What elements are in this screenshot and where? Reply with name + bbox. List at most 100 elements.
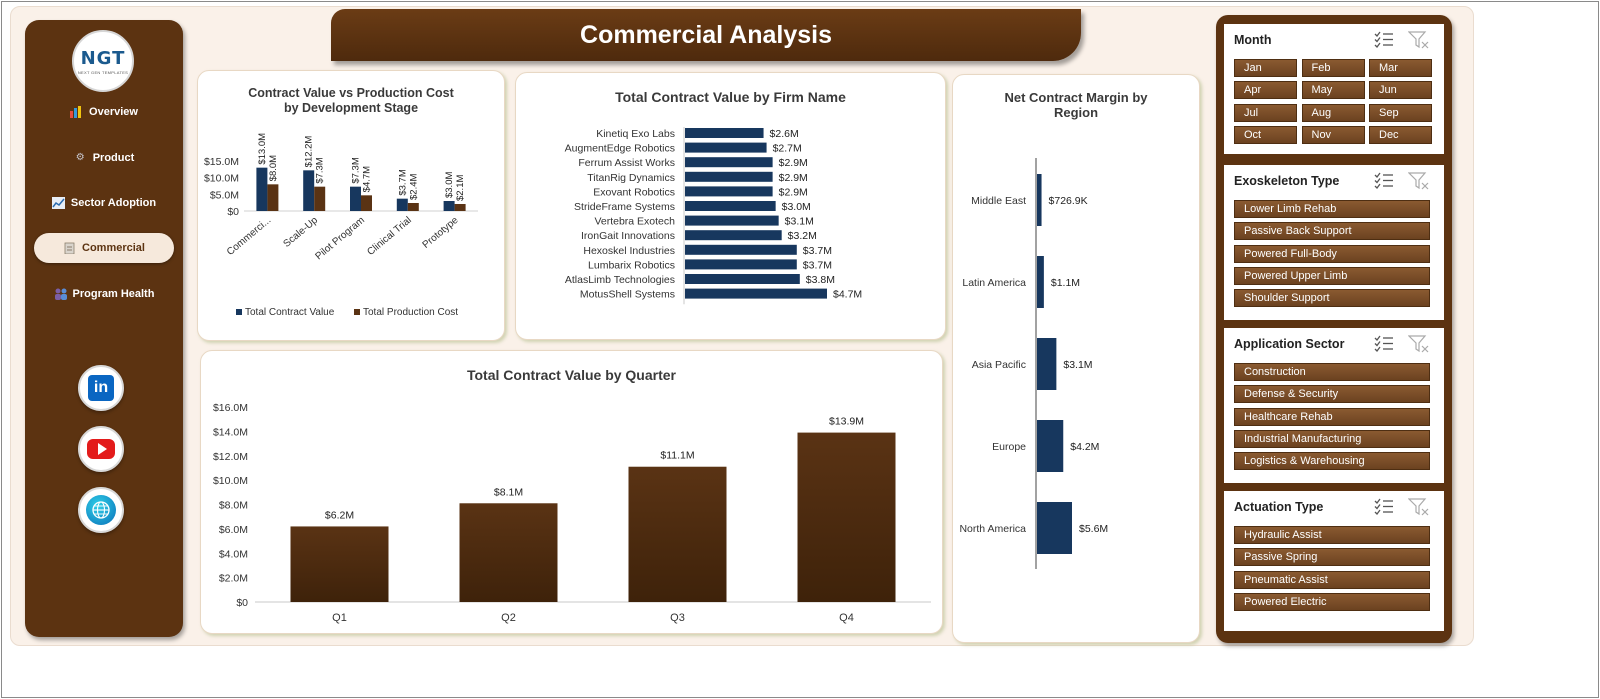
slicer-item[interactable]: Jul bbox=[1234, 103, 1297, 122]
stage-bar bbox=[303, 170, 315, 211]
firm-bar bbox=[685, 171, 773, 182]
y-tick-label: $10.0M bbox=[204, 173, 239, 185]
stage-chart-title: Contract Value vs Production Cost by Dev… bbox=[198, 86, 504, 116]
multi-select-icon[interactable] bbox=[1374, 497, 1396, 517]
region-category-label: Europe bbox=[992, 441, 1026, 453]
slicer-item[interactable]: Nov bbox=[1301, 125, 1365, 144]
slicer-item[interactable]: Aug bbox=[1301, 103, 1365, 122]
youtube-icon bbox=[87, 439, 115, 459]
nav-label: Sector Adoption bbox=[70, 197, 157, 209]
region-bar bbox=[1037, 502, 1072, 554]
legend-swatch-contract bbox=[236, 309, 242, 315]
firm-category-label: TitanRig Dynamics bbox=[587, 172, 675, 184]
slicer-item[interactable]: Construction bbox=[1234, 363, 1430, 381]
quarter-category-label: Q2 bbox=[501, 612, 516, 624]
region-category-label: Latin America bbox=[962, 277, 1026, 289]
stage-data-label: $7.3M bbox=[351, 157, 362, 183]
slicer-item[interactable]: Feb bbox=[1301, 59, 1365, 77]
people-icon bbox=[54, 288, 67, 300]
website-button[interactable] bbox=[78, 487, 124, 533]
y-tick-label: $0 bbox=[236, 597, 248, 609]
clear-filter-icon[interactable] bbox=[1407, 30, 1430, 50]
nav-item-sector-adoption[interactable]: Sector Adoption bbox=[34, 188, 174, 218]
slicer-item[interactable]: Powered Full-Body bbox=[1234, 244, 1430, 263]
stage-category-label: Prototype bbox=[421, 215, 461, 251]
slicer-item[interactable]: Industrial Manufacturing bbox=[1234, 429, 1430, 448]
region-data-label: $3.1M bbox=[1063, 359, 1092, 371]
clear-filter-icon[interactable] bbox=[1407, 497, 1430, 517]
region-data-label: $726.9K bbox=[1049, 195, 1088, 207]
stage-data-label: $3.7M bbox=[397, 169, 408, 195]
region-category-label: North America bbox=[959, 523, 1026, 535]
clear-filter-icon[interactable] bbox=[1407, 334, 1430, 354]
slicer-item[interactable]: Pneumatic Assist bbox=[1234, 570, 1430, 589]
slicer-item[interactable]: Hydraulic Assist bbox=[1234, 526, 1430, 544]
firm-chart: Kinetiq Exo Labs $2.6M AugmentEdge Robotic… bbox=[565, 127, 862, 305]
firm-data-label: $3.7M bbox=[803, 259, 832, 271]
page-title: Commercial Analysis bbox=[331, 9, 1081, 61]
slicer-item[interactable]: Healthcare Rehab bbox=[1234, 407, 1430, 426]
stage-data-label: $12.2M bbox=[304, 136, 315, 168]
linkedin-button[interactable]: in bbox=[78, 365, 124, 411]
line-chart-icon bbox=[51, 197, 65, 209]
slicer-item[interactable]: Powered Electric bbox=[1234, 592, 1430, 611]
slicer-item[interactable]: Lower Limb Rehab bbox=[1234, 200, 1430, 218]
slicer-item[interactable]: Sep bbox=[1369, 103, 1432, 122]
slicer-title: Actuation Type bbox=[1234, 500, 1324, 514]
clear-filter-icon[interactable] bbox=[1407, 171, 1430, 191]
multi-select-icon[interactable] bbox=[1374, 30, 1396, 50]
stage-chart-title-line1: Contract Value vs Production Cost bbox=[248, 86, 454, 100]
firm-category-label: AugmentEdge Robotics bbox=[565, 143, 675, 155]
quarter-category-label: Q3 bbox=[670, 612, 685, 624]
stage-bar bbox=[267, 184, 279, 211]
firm-data-label: $2.9M bbox=[779, 186, 808, 198]
y-tick-label: $10.0M bbox=[213, 475, 248, 487]
multi-select-icon[interactable] bbox=[1374, 334, 1396, 354]
slicer-item[interactable]: Jun bbox=[1369, 81, 1432, 100]
firm-bar bbox=[685, 230, 782, 241]
firm-category-label: AtlasLimb Technologies bbox=[565, 274, 675, 286]
stage-data-label: $2.4M bbox=[408, 174, 419, 200]
region-chart-panel: Net Contract Margin by Region Middle Eas… bbox=[952, 74, 1200, 643]
slicer-month: Month Jan Feb Mar Apr May Jun Jul Aug Sep Oct Nov De… bbox=[1224, 24, 1444, 154]
multi-select-icon[interactable] bbox=[1374, 171, 1396, 191]
nav-item-overview[interactable]: Overview bbox=[34, 97, 174, 127]
slicer-item[interactable]: Defense & Security bbox=[1234, 385, 1430, 404]
slicer-item[interactable]: May bbox=[1301, 81, 1365, 100]
quarter-data-label: $13.9M bbox=[829, 416, 864, 428]
nav-item-program-health[interactable]: Program Health bbox=[34, 279, 174, 309]
y-tick-label: $4.0M bbox=[219, 548, 248, 560]
slicer-item[interactable]: Jan bbox=[1234, 59, 1297, 77]
nav-item-product[interactable]: ⚙ Product bbox=[34, 143, 174, 173]
youtube-button[interactable] bbox=[78, 426, 124, 472]
y-tick-label: $0 bbox=[227, 206, 239, 218]
region-chart: Middle East $726.9K Latin America $1.1M Asia… bbox=[959, 158, 1108, 569]
firm-category-label: MotusShell Systems bbox=[580, 289, 675, 301]
slicer-item[interactable]: Powered Upper Limb bbox=[1234, 266, 1430, 285]
quarter-chart-title: Total Contract Value by Quarter bbox=[466, 367, 676, 383]
legend-label-contract: Total Contract Value bbox=[245, 307, 335, 318]
slicer-item[interactable]: Passive Spring bbox=[1234, 548, 1430, 567]
slicer-title: Exoskeleton Type bbox=[1234, 174, 1340, 188]
region-bar bbox=[1037, 174, 1042, 226]
firm-bar bbox=[685, 215, 779, 226]
stage-bar bbox=[396, 198, 408, 211]
stage-chart-title-line2: by Development Stage bbox=[283, 101, 419, 115]
firm-data-label: $2.7M bbox=[773, 143, 802, 155]
slicer-item[interactable]: Passive Back Support bbox=[1234, 222, 1430, 241]
stage-category-label: Scale-Up bbox=[282, 215, 321, 250]
stage-chart: $0 $5.0M $10.0M $15.0M $13.0M$8.0M Commerci..… bbox=[204, 133, 478, 318]
nav-item-commercial[interactable]: Commercial bbox=[34, 233, 174, 263]
firm-category-label: Vertebra Exotech bbox=[594, 216, 675, 228]
region-data-label: $1.1M bbox=[1051, 277, 1080, 289]
slicer-item[interactable]: Shoulder Support bbox=[1234, 289, 1430, 308]
slicer-item[interactable]: Dec bbox=[1369, 125, 1432, 144]
slicer-item[interactable]: Apr bbox=[1234, 81, 1297, 100]
y-tick-label: $12.0M bbox=[213, 451, 248, 463]
slicer-item[interactable]: Oct bbox=[1234, 125, 1297, 144]
slicer-item[interactable]: Mar bbox=[1369, 59, 1432, 77]
slicer-item[interactable]: Logistics & Warehousing bbox=[1234, 452, 1430, 471]
quarter-category-label: Q1 bbox=[332, 612, 347, 624]
region-bar bbox=[1037, 256, 1044, 308]
firm-data-label: $3.1M bbox=[785, 216, 814, 228]
